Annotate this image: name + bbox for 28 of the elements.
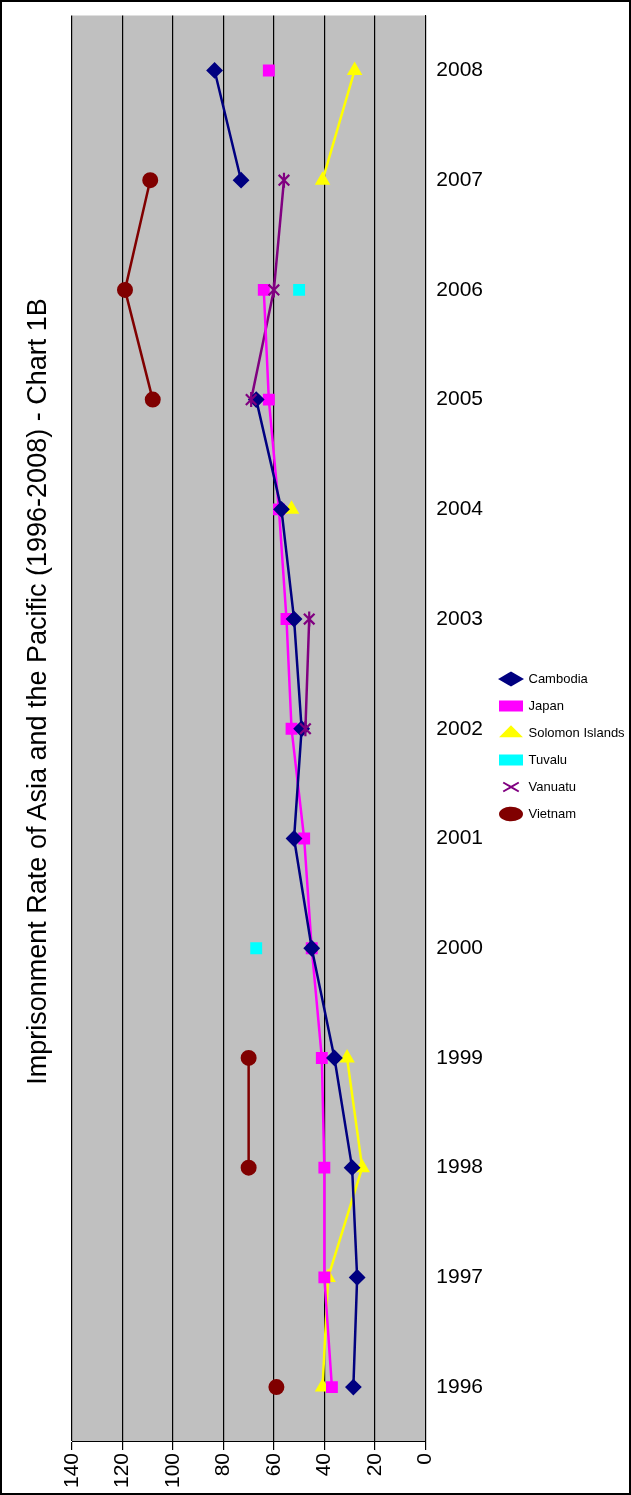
y-tick-label: 2001 <box>436 825 483 849</box>
y-tick-label: 2008 <box>436 57 483 81</box>
y-tick-label: 2002 <box>436 715 483 739</box>
legend-label: Tuvalu <box>528 751 568 767</box>
x-tick-label: 0 <box>412 1452 436 1465</box>
x-tick-label: 120 <box>109 1452 133 1489</box>
y-tick-label: 1996 <box>436 1373 483 1397</box>
y-tick-label: 2006 <box>436 276 483 300</box>
legend-label: Japan <box>528 697 564 713</box>
y-tick-label: 2007 <box>436 166 483 190</box>
text: Imprisonment Rate of Asia and the Pacific (1996-2008) - Chart 1B <box>21 297 53 1087</box>
x-tick-label: 100 <box>159 1452 183 1489</box>
y-tick-label: 2000 <box>436 935 483 959</box>
x-tick-label: 140 <box>58 1452 82 1489</box>
x-tick-label: 20 <box>361 1452 385 1477</box>
y-tick-label: 1998 <box>436 1154 483 1178</box>
legend-label: Solomon Islands <box>528 724 626 740</box>
y-tick-label: 1997 <box>436 1264 483 1288</box>
y-tick-label: 1999 <box>436 1044 483 1068</box>
x-tick-label: 40 <box>311 1452 335 1477</box>
x-tick-label: 80 <box>210 1452 234 1477</box>
legend-label: Vanuatu <box>528 778 576 794</box>
legend-label: Cambodia <box>528 670 589 686</box>
legend-label: Vietnam <box>528 805 576 821</box>
y-tick-label: 2005 <box>436 386 483 410</box>
x-tick-label: 60 <box>260 1452 284 1477</box>
y-tick-label: 2004 <box>436 496 484 520</box>
y-tick-label: 2003 <box>436 605 483 629</box>
